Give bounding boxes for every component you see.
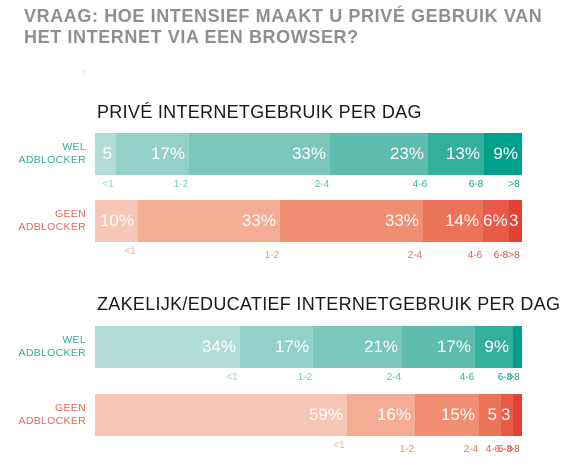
tick-label: >8 [508, 179, 520, 190]
data-label: 59% [308, 405, 343, 424]
group-label-line: ADBLOCKER [18, 415, 86, 427]
tick-label: <1 [226, 372, 238, 383]
tick-label: 4-6 [485, 444, 501, 455]
divider-mark [83, 70, 84, 73]
bar-segment->8: 9% [484, 133, 522, 175]
data-label: 5 [487, 405, 497, 424]
stacked-bar: 34% 17% 21% 17% 9% [95, 326, 522, 368]
tick-label: 2-4 [407, 250, 423, 261]
tick-label: 6-8 [493, 250, 509, 261]
bar-segment-1-2: 33% [138, 200, 280, 242]
tick-label: 4-6 [459, 372, 475, 383]
bar-segment-<1: 5 [95, 133, 116, 175]
bar-segment->8 [513, 394, 522, 436]
data-label: 14% [444, 211, 479, 230]
tick-label: 2-4 [386, 372, 402, 383]
tick-label: >8 [508, 250, 520, 261]
data-label: 17% [150, 144, 185, 163]
group-label: WEL ADBLOCKER [8, 141, 86, 167]
group-label: GEEN ADBLOCKER [8, 208, 86, 234]
group-label-line: ADBLOCKER [18, 221, 86, 233]
stacked-bar: 10% 33% 33% 14% 6% 3 [95, 200, 522, 242]
stacked-bar: 5 17% 33% 23% 13% 9% [95, 133, 522, 175]
group-label-line: ADBLOCKER [18, 154, 86, 166]
group-label-line: ADBLOCKER [18, 347, 86, 359]
bar-segment-2-4: 21% [313, 326, 402, 368]
group-label-line: GEEN [55, 402, 86, 414]
group-label: WEL ADBLOCKER [8, 334, 86, 360]
tick-label: 2-4 [463, 444, 479, 455]
tick-label: >8 [508, 372, 520, 383]
tick-label: 6-8 [497, 372, 513, 383]
group-label-line: WEL [62, 334, 86, 346]
bar-segment-4-6: 17% [402, 326, 475, 368]
section-title: ZAKELIJK/EDUCATIEF INTERNETGEBRUIK PER D… [97, 294, 561, 314]
data-label: 5 [102, 144, 112, 163]
tick-label: 1-2 [264, 250, 280, 261]
data-label: 3 [509, 211, 519, 230]
data-label: 9% [493, 144, 518, 163]
tick-label: 1-2 [173, 179, 189, 190]
data-label: 21% [363, 337, 398, 356]
tick-label: <1 [333, 440, 345, 451]
data-label: 10% [99, 211, 134, 230]
bar-segment->8 [513, 326, 522, 368]
tick-label: 4-6 [412, 179, 428, 190]
data-label: 9% [484, 337, 509, 356]
bar-segment-2-4: 33% [189, 133, 330, 175]
tick-label: 1-2 [297, 372, 313, 383]
tick-label: 1-2 [399, 444, 415, 455]
section-title: PRIVÉ INTERNETGEBRUIK PER DAG [97, 102, 422, 122]
bar-segment-1-2: 17% [240, 326, 313, 368]
bar-segment-6-8: 3 [501, 394, 513, 436]
bar-segment-1-2: 16% [347, 394, 415, 436]
bar-segment-2-4: 15% [415, 394, 479, 436]
bar-segment->8: 3 [509, 200, 522, 242]
question-title: VRAAG: HOE INTENSIEF MAAKT U PRIVÉ GEBRU… [24, 6, 543, 47]
group-label: GEEN ADBLOCKER [8, 402, 86, 428]
data-label: 33% [384, 211, 419, 230]
tick-label: <1 [124, 246, 136, 257]
group-label-line: WEL [62, 141, 86, 153]
bar-segment-<1: 10% [95, 200, 138, 242]
tick-label: >8 [508, 444, 520, 455]
data-label: 34% [201, 337, 236, 356]
data-label: 17% [436, 337, 471, 356]
data-label: 23% [389, 144, 424, 163]
bar-segment-<1: 34% [95, 326, 240, 368]
data-label: 33% [291, 144, 326, 163]
group-label-line: GEEN [55, 208, 86, 220]
data-label: 33% [241, 211, 276, 230]
bar-segment-6-8: 6% [483, 200, 509, 242]
bar-segment-6-8: 9% [475, 326, 513, 368]
bar-segment-2-4: 33% [280, 200, 423, 242]
bar-segment-1-2: 17% [116, 133, 189, 175]
bar-segment-4-6: 5 [479, 394, 501, 436]
bar-segment-4-6: 14% [423, 200, 483, 242]
bar-segment-4-6: 23% [330, 133, 428, 175]
tick-label: 6-8 [497, 444, 513, 455]
stacked-bar: 59% 16% 15% 5 3 [95, 394, 522, 436]
data-label: 17% [274, 337, 309, 356]
data-label: 15% [440, 405, 475, 424]
tick-label: 2-4 [314, 179, 330, 190]
tick-label: 4-6 [467, 250, 483, 261]
bar-segment-6-8: 13% [428, 133, 484, 175]
bar-segment-<1: 59% [95, 394, 347, 436]
data-label: 3 [501, 405, 511, 424]
data-label: 6% [483, 211, 508, 230]
tick-label: <1 [102, 179, 114, 190]
tick-label: 6-8 [468, 179, 484, 190]
data-label: 16% [376, 405, 411, 424]
data-label: 13% [445, 144, 480, 163]
